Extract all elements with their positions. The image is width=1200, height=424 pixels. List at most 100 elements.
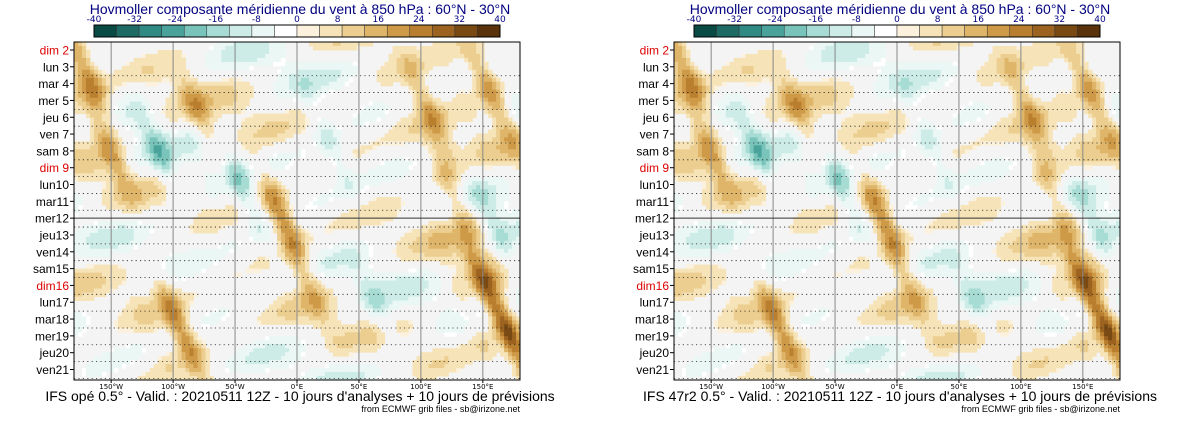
heatmap-cell bbox=[85, 272, 91, 278]
heatmap-cell bbox=[496, 137, 501, 142]
heatmap-cell bbox=[456, 344, 461, 349]
heatmap-cell bbox=[432, 121, 437, 127]
heatmap-cell bbox=[420, 89, 425, 95]
heatmap-cell bbox=[328, 300, 334, 305]
heatmap-cell bbox=[484, 300, 489, 305]
heatmap-cell bbox=[376, 137, 382, 142]
heatmap-cell bbox=[261, 316, 266, 321]
heatmap-cell bbox=[368, 276, 374, 282]
heatmap-cell bbox=[392, 129, 398, 134]
heatmap-cell bbox=[452, 49, 457, 55]
heatmap-cell bbox=[392, 177, 398, 182]
heatmap-cell bbox=[137, 129, 143, 134]
heatmap-cell bbox=[153, 149, 159, 154]
heatmap-cell bbox=[340, 42, 346, 47]
heatmap-cell bbox=[253, 232, 258, 238]
heatmap-cell bbox=[444, 181, 449, 186]
heatmap-cell bbox=[320, 73, 326, 79]
heatmap-cell bbox=[249, 189, 254, 194]
heatmap-cell bbox=[332, 69, 338, 75]
colorbar-swatch bbox=[341, 24, 365, 38]
heatmap-cell bbox=[77, 173, 83, 178]
heatmap-cell bbox=[352, 189, 358, 194]
heatmap-cell bbox=[444, 165, 449, 170]
heatmap-cell bbox=[508, 336, 513, 341]
heatmap-cell bbox=[492, 316, 497, 321]
heatmap-cell bbox=[436, 125, 441, 130]
heatmap-cell bbox=[364, 248, 370, 254]
heatmap-cell bbox=[384, 212, 390, 218]
heatmap-cell bbox=[209, 256, 214, 262]
heatmap-cell bbox=[293, 93, 298, 99]
heatmap-cell bbox=[269, 197, 274, 202]
heatmap-cell bbox=[512, 320, 517, 325]
heatmap-cell bbox=[420, 256, 425, 262]
heatmap-cell bbox=[488, 205, 493, 210]
heatmap-cell bbox=[265, 185, 270, 190]
heatmap-cell bbox=[165, 109, 171, 115]
heatmap-cell bbox=[456, 320, 461, 325]
heatmap-cell bbox=[145, 320, 151, 325]
heatmap-cell bbox=[281, 161, 286, 166]
heatmap-cell bbox=[392, 276, 398, 282]
heatmap-cell bbox=[209, 260, 214, 266]
heatmap-cell bbox=[436, 153, 441, 158]
heatmap-cell bbox=[488, 328, 493, 333]
heatmap-cell bbox=[384, 276, 390, 282]
heatmap-cell bbox=[169, 53, 175, 59]
heatmap-cell bbox=[117, 101, 123, 107]
heatmap-cell bbox=[368, 348, 374, 353]
heatmap-cell bbox=[281, 189, 286, 194]
heatmap-cell bbox=[384, 308, 390, 313]
heatmap-cell bbox=[117, 276, 123, 282]
heatmap-cell bbox=[472, 141, 477, 146]
heatmap-cell bbox=[185, 133, 190, 138]
heatmap-cell bbox=[368, 288, 374, 294]
heatmap-cell bbox=[177, 109, 183, 115]
heatmap-cell bbox=[165, 300, 171, 305]
heatmap-cell bbox=[384, 61, 390, 67]
heatmap-cell bbox=[185, 89, 190, 95]
colorbar-swatch bbox=[477, 24, 501, 38]
heatmap-cell bbox=[332, 133, 338, 138]
heatmap-cell bbox=[101, 169, 107, 174]
heatmap-cell bbox=[113, 161, 119, 166]
heatmap-cell bbox=[384, 177, 390, 182]
heatmap-cell bbox=[400, 65, 406, 71]
heatmap-cell bbox=[496, 212, 501, 218]
heatmap-cell bbox=[412, 105, 417, 111]
heatmap-cell bbox=[420, 292, 425, 297]
heatmap-cell bbox=[496, 220, 501, 226]
heatmap-cell bbox=[273, 205, 278, 210]
heatmap-cell bbox=[304, 292, 310, 297]
heatmap-cell bbox=[412, 228, 417, 234]
heatmap-cell bbox=[221, 181, 226, 186]
heatmap-cell bbox=[277, 252, 282, 258]
heatmap-cell bbox=[364, 240, 370, 246]
heatmap-cell bbox=[149, 61, 155, 67]
heatmap-cell bbox=[340, 352, 346, 357]
heatmap-cell bbox=[265, 177, 270, 182]
heatmap-cell bbox=[332, 260, 338, 266]
heatmap-cell bbox=[512, 216, 517, 222]
heatmap-cell bbox=[332, 149, 338, 154]
heatmap-cell bbox=[297, 284, 302, 290]
heatmap-cell bbox=[101, 157, 107, 162]
heatmap-cell bbox=[289, 133, 294, 138]
heatmap-cell bbox=[281, 216, 286, 222]
heatmap-cell bbox=[165, 153, 171, 158]
heatmap-cell bbox=[173, 57, 179, 63]
heatmap-cell bbox=[277, 236, 282, 242]
heatmap-cell bbox=[277, 185, 282, 190]
heatmap-cell bbox=[221, 53, 226, 59]
heatmap-cell bbox=[340, 244, 346, 250]
heatmap-cell bbox=[444, 101, 449, 107]
heatmap-cell bbox=[181, 292, 186, 297]
heatmap-cell bbox=[269, 308, 274, 313]
heatmap-cell bbox=[408, 300, 413, 305]
heatmap-cell bbox=[336, 268, 342, 274]
heatmap-cell bbox=[205, 220, 210, 226]
heatmap-cell bbox=[316, 93, 322, 99]
heatmap-cell bbox=[460, 113, 465, 119]
heatmap-cell bbox=[205, 348, 210, 353]
